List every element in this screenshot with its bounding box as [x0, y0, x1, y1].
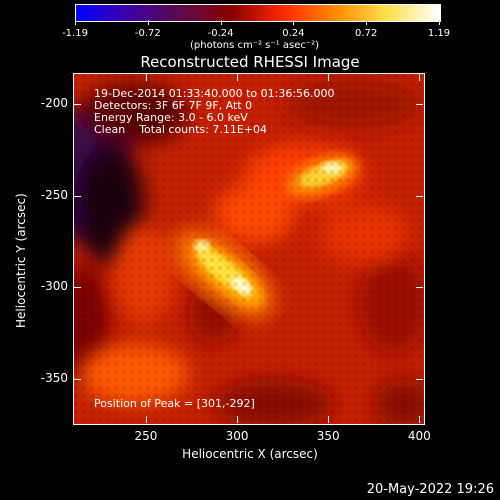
y-tick-mark [74, 379, 81, 381]
generation-date: 20-May-2022 19:26 [366, 482, 494, 497]
colorbar-tick-label: -0.24 [207, 28, 234, 39]
x-tick-label: 300 [225, 429, 249, 443]
x-tick-label: 350 [316, 429, 340, 443]
colorbar-tick-mark [439, 20, 440, 25]
colorbar-tick-mark [293, 20, 295, 25]
info-clean-counts: Clean Total counts: 7.11E+04 [94, 123, 268, 136]
colorbar [75, 4, 441, 22]
colorbar-tick-label: 1.19 [427, 28, 451, 39]
y-tick-mark [74, 104, 81, 106]
x-tick-label: 400 [407, 429, 431, 443]
y-tick-mark [416, 104, 423, 106]
colorbar-tick-label: 0.24 [282, 28, 305, 39]
x-tick-mark [237, 74, 239, 81]
image-frame [73, 73, 425, 425]
info-detectors: Detectors: 3F 6F 7F 9F, Att 0 [94, 99, 253, 112]
y-tick-mark [416, 287, 423, 289]
y-tick-label: -300 [40, 279, 68, 294]
info-text: 19-Dec-2014 01:33:40.000 to 01:36:56.000… [94, 88, 335, 136]
colorbar-tick-label: -1.19 [62, 28, 88, 39]
y-tick-mark [416, 379, 423, 381]
x-tick-mark [419, 416, 421, 423]
x-tick-mark [328, 416, 330, 423]
y-tick-label: -250 [40, 187, 68, 202]
info-energy-range: Energy Range: 3.0 - 6.0 keV [94, 111, 248, 124]
x-tick-mark [328, 74, 330, 81]
info-time-range: 19-Dec-2014 01:33:40.000 to 01:36:56.000 [94, 87, 335, 100]
y-tick-mark [74, 195, 81, 197]
colorbar-units: (photons cm⁻² s⁻¹ asec⁻²) [190, 40, 320, 51]
rhessi-image [74, 74, 424, 424]
y-tick-label: -200 [40, 96, 68, 111]
colorbar-tick-label: -0.72 [134, 28, 161, 39]
colorbar-tick-mark [366, 20, 368, 25]
colorbar-tick-mark [220, 20, 222, 25]
y-tick-mark [74, 287, 81, 289]
x-tick-mark [237, 416, 239, 423]
x-tick-mark [145, 416, 147, 423]
x-tick-label: 250 [134, 429, 158, 443]
x-tick-mark [145, 74, 147, 81]
y-tick-mark [416, 195, 423, 197]
colorbar-tick-mark [147, 20, 149, 25]
x-tick-mark [419, 74, 421, 81]
image-title: Reconstructed RHESSI Image [140, 53, 360, 71]
y-tick-label: -350 [40, 371, 68, 386]
colorbar-tick-mark [75, 20, 76, 25]
colorbar-tick-label: 0.72 [355, 28, 378, 39]
peak-position: Position of Peak = [301,-292] [94, 397, 255, 410]
y-axis-label: Heliocentric Y (arcsec) [14, 193, 28, 328]
x-axis-label: Heliocentric X (arcsec) [182, 447, 318, 461]
